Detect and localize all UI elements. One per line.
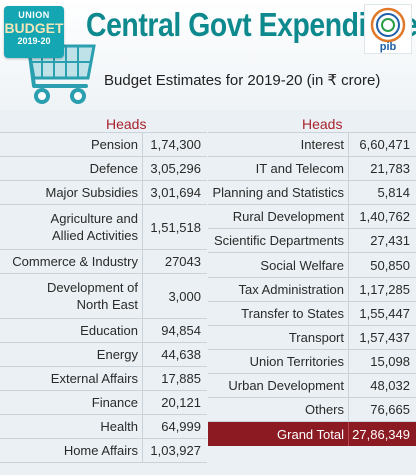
head-value: 17,885 bbox=[142, 367, 207, 390]
head-name: Union Territories bbox=[249, 354, 344, 369]
head-value: 3,05,296 bbox=[142, 157, 207, 180]
head-name: Interest bbox=[300, 137, 344, 152]
table-row: Pension 1,74,300 bbox=[0, 133, 207, 157]
head-name: External Affairs bbox=[50, 371, 138, 386]
table-row: Development of North East 3,000 bbox=[0, 274, 207, 319]
table-row: Union Territories 15,098 bbox=[208, 350, 416, 374]
head-value: 1,74,300 bbox=[142, 133, 207, 156]
head-value: 3,01,694 bbox=[142, 181, 207, 204]
head-value: 1,17,285 bbox=[348, 278, 416, 301]
head-value: 1,57,437 bbox=[348, 326, 416, 349]
head-name: Planning and Statistics bbox=[212, 185, 344, 200]
head-name-line2: Allied Activities bbox=[52, 228, 138, 243]
head-name: Energy bbox=[96, 347, 138, 362]
table-row: Social Welfare 50,850 bbox=[208, 253, 416, 278]
head-name: Transfer to States bbox=[241, 306, 344, 321]
table-row: Commerce & Industry 27043 bbox=[0, 250, 207, 274]
table-row: Tax Administration 1,17,285 bbox=[208, 278, 416, 302]
head-name: Rural Development bbox=[232, 209, 344, 224]
grand-total-row: Grand Total 27,86,349 bbox=[208, 422, 416, 446]
head-name: Finance bbox=[91, 395, 138, 410]
head-value: 1,03,927 bbox=[142, 439, 207, 462]
head-value: 15,098 bbox=[348, 350, 416, 373]
pib-label: pib bbox=[380, 41, 397, 53]
head-name: Urban Development bbox=[228, 378, 344, 393]
head-value: 44,638 bbox=[142, 343, 207, 366]
page-title: Central Govt Expenditure bbox=[86, 6, 416, 43]
head-name: IT and Telecom bbox=[255, 161, 344, 176]
table-row: IT and Telecom 21,783 bbox=[208, 157, 416, 181]
table-row: Scientific Departments 27,431 bbox=[208, 229, 416, 253]
head-name: Commerce & Industry bbox=[12, 254, 138, 269]
table-row: Education 94,854 bbox=[0, 319, 207, 343]
pib-icon: pib bbox=[370, 7, 406, 53]
head-value: 27043 bbox=[142, 250, 207, 273]
head-name: Education bbox=[80, 323, 138, 338]
head-name: Social Welfare bbox=[260, 257, 344, 273]
head-name-line1: Development of bbox=[46, 280, 138, 295]
head-name: Others bbox=[304, 402, 344, 417]
logo-line2: BUDGET bbox=[4, 20, 64, 36]
head-value: 1,40,762 bbox=[348, 205, 416, 228]
head-value: 20,121 bbox=[142, 391, 207, 414]
head-value: 21,783 bbox=[348, 157, 416, 180]
subtitle: Budget Estimates for 2019-20 (in ₹ crore… bbox=[104, 72, 381, 89]
left-heads-header: Heads bbox=[0, 116, 207, 133]
right-table: Heads Interest 6,60,471 IT and Telecom 21,7… bbox=[208, 116, 416, 446]
right-heads-header: Heads bbox=[208, 116, 416, 133]
union-budget-logo: UNION BUDGET 2019-20 bbox=[4, 6, 64, 58]
table-row: Finance 20,121 bbox=[0, 391, 207, 415]
table-row: Transfer to States 1,55,447 bbox=[208, 302, 416, 326]
table-row: Transport 1,57,437 bbox=[208, 326, 416, 350]
grand-total-value: 27,86,349 bbox=[348, 422, 416, 446]
table-row: Health 64,999 bbox=[0, 415, 207, 439]
logo-line3: 2019-20 bbox=[17, 36, 51, 46]
table-row: External Affairs 17,885 bbox=[0, 367, 207, 391]
head-value: 5,814 bbox=[348, 181, 416, 204]
head-name-line2: North East bbox=[76, 297, 138, 312]
head-value: 94,854 bbox=[142, 319, 207, 342]
table-row: Planning and Statistics 5,814 bbox=[208, 181, 416, 205]
head-value: 50,850 bbox=[348, 253, 416, 277]
table-row: Urban Development 48,032 bbox=[208, 374, 416, 398]
head-value: 1,55,447 bbox=[348, 302, 416, 325]
head-name-line1: Agriculture and bbox=[50, 211, 138, 226]
head-name: Pension bbox=[91, 137, 138, 152]
table-row: Energy 44,638 bbox=[0, 343, 207, 367]
head-name: Transport bbox=[288, 330, 344, 345]
table-row: Agriculture and Allied Activities 1,51,518 bbox=[0, 205, 207, 250]
head-value: 64,999 bbox=[142, 415, 207, 438]
head-value: 6,60,471 bbox=[348, 133, 416, 156]
left-table: Heads Pension 1,74,300 Defence 3,05,296 Majo… bbox=[0, 116, 207, 463]
head-name: Health bbox=[100, 419, 138, 434]
table-row: Major Subsidies 3,01,694 bbox=[0, 181, 207, 205]
table-row: Interest 6,60,471 bbox=[208, 133, 416, 157]
head-name: Major Subsidies bbox=[45, 185, 139, 200]
head-name: Defence bbox=[89, 161, 138, 176]
table-row: Rural Development 1,40,762 bbox=[208, 205, 416, 229]
table-row: Defence 3,05,296 bbox=[0, 157, 207, 181]
logo-line1: UNION bbox=[18, 10, 50, 20]
head-name: Home Affairs bbox=[63, 443, 138, 458]
head-value: 3,000 bbox=[142, 274, 207, 318]
head-name: Tax Administration bbox=[238, 282, 345, 297]
head-value: 1,51,518 bbox=[142, 205, 207, 249]
pib-logo: pib bbox=[364, 4, 412, 54]
head-value: 48,032 bbox=[348, 374, 416, 397]
head-name: Scientific Departments bbox=[213, 233, 344, 248]
head-value: 76,665 bbox=[348, 398, 416, 421]
head-value: 27,431 bbox=[348, 229, 416, 252]
head-name: Development of North East bbox=[0, 279, 142, 313]
grand-total-label: Grand Total bbox=[277, 426, 344, 442]
head-name: Agriculture and Allied Activities bbox=[0, 210, 142, 244]
table-row: Others 76,665 bbox=[208, 398, 416, 422]
table-row: Home Affairs 1,03,927 bbox=[0, 439, 207, 463]
